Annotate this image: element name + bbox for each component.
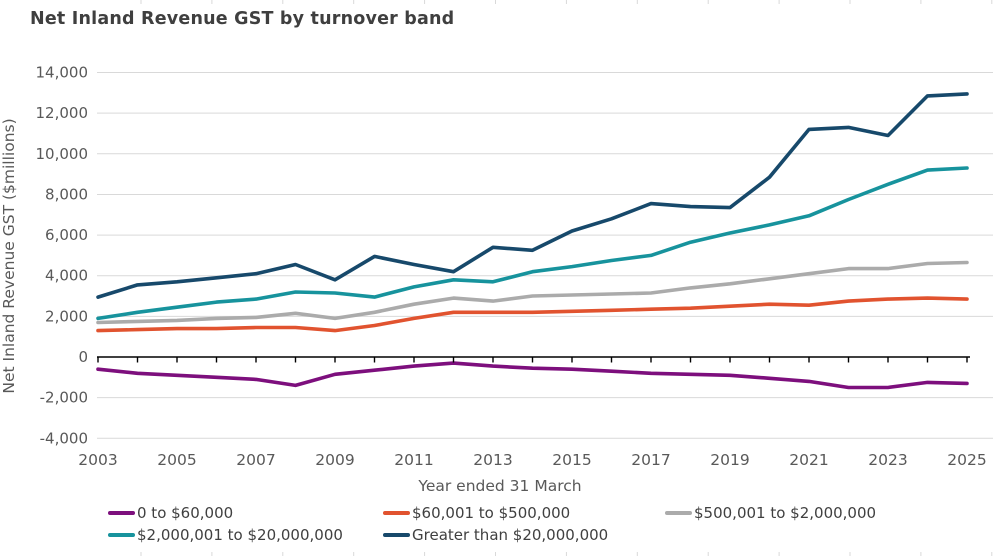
series-line <box>96 361 969 390</box>
y-axis-tick-labels: -4,000 -2,000 0 2,000 4,000 6,000 8,000 10,000 1… <box>36 64 89 448</box>
chart-title: Net Inland Revenue GST by turnover band <box>30 9 455 29</box>
svg-text:2003: 2003 <box>78 451 117 469</box>
svg-text:2009: 2009 <box>315 451 354 469</box>
svg-text:2013: 2013 <box>473 451 512 469</box>
svg-text:-4,000: -4,000 <box>40 429 88 447</box>
y-axis-title: Net Inland Revenue GST ($millions) <box>0 118 18 393</box>
svg-text:2,000: 2,000 <box>45 307 88 325</box>
svg-text:12,000: 12,000 <box>36 104 89 122</box>
svg-text:2021: 2021 <box>789 451 828 469</box>
x-axis-tick-labels: 2003 2005 2007 2009 2011 2013 2015 2017 2019 2021… <box>78 451 986 469</box>
series-line <box>96 296 969 333</box>
svg-text:8,000: 8,000 <box>45 185 88 203</box>
svg-text:2007: 2007 <box>236 451 275 469</box>
svg-text:2011: 2011 <box>394 451 433 469</box>
series-line <box>96 166 969 321</box>
series-line <box>96 260 969 325</box>
svg-text:0: 0 <box>78 348 88 366</box>
svg-text:2017: 2017 <box>631 451 670 469</box>
x-axis <box>97 356 970 363</box>
svg-text:2023: 2023 <box>868 451 907 469</box>
gridlines <box>97 72 993 439</box>
svg-text:10,000: 10,000 <box>36 145 89 163</box>
svg-text:4,000: 4,000 <box>45 267 88 285</box>
series-lines <box>96 92 969 390</box>
svg-text:14,000: 14,000 <box>36 64 89 82</box>
svg-text:2019: 2019 <box>710 451 749 469</box>
svg-text:2005: 2005 <box>157 451 196 469</box>
svg-text:6,000: 6,000 <box>45 226 88 244</box>
frame-ticks <box>140 0 993 556</box>
series-line <box>96 92 969 299</box>
x-axis-title: Year ended 31 March <box>417 477 581 495</box>
svg-text:2025: 2025 <box>947 451 986 469</box>
svg-text:-2,000: -2,000 <box>40 389 88 407</box>
svg-text:2015: 2015 <box>552 451 591 469</box>
